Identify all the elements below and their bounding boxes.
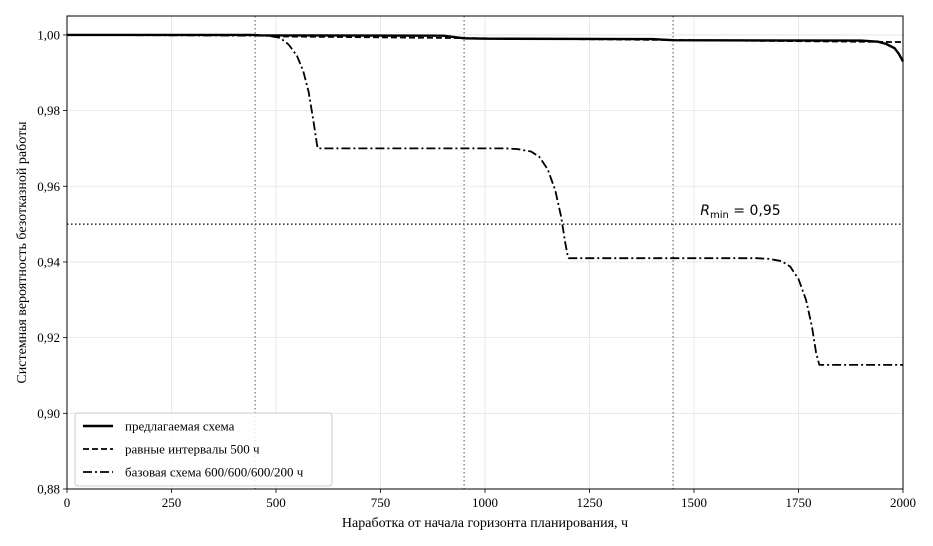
- rmin-label-main: R: [700, 203, 710, 219]
- x-tick-label: 1000: [472, 495, 498, 510]
- legend-label: базовая схема 600/600/600/200 ч: [125, 465, 304, 480]
- series-group: [66, 33, 905, 366]
- x-tick-label: 1250: [577, 495, 603, 510]
- x-tick-label: 1500: [681, 495, 707, 510]
- y-axis: 0,88 0,90 0,92 0,94 0,96 0,98 1,00: [37, 27, 67, 497]
- rmin-label-sub: min: [710, 210, 729, 221]
- series-line-3: [66, 34, 903, 366]
- y-tick-label: 0,90: [37, 406, 60, 421]
- x-tick-label: 0: [64, 495, 71, 510]
- rmin-label-value: = 0,95: [729, 203, 781, 219]
- y-axis-title: Системная вероятность безотказной работы: [15, 121, 30, 384]
- x-axis-title: Наработка от начала горизонта планирован…: [342, 516, 628, 531]
- y-tick-label: 0,98: [37, 103, 60, 118]
- y-tick-label: 0,96: [37, 179, 60, 194]
- x-tick-label: 500: [266, 495, 286, 510]
- reference-lines: [67, 16, 903, 489]
- legend-label: равные интервалы 500 ч: [125, 442, 260, 457]
- y-tick-label: 0,88: [37, 482, 60, 497]
- legend: предлагаемая схема равные интервалы 500 ч…: [74, 412, 333, 487]
- x-tick-label: 750: [371, 495, 391, 510]
- x-tick-label: 250: [162, 495, 182, 510]
- legend-box: [74, 412, 333, 487]
- x-axis: 0 250 500 750 1000 1250 1500 1750 2000: [64, 489, 916, 510]
- rmin-label: Rmin = 0,95: [700, 203, 780, 221]
- x-tick-label: 2000: [890, 495, 916, 510]
- y-tick-label: 0,92: [37, 330, 60, 345]
- x-tick-label: 1750: [786, 495, 812, 510]
- y-tick-label: 1,00: [37, 27, 60, 42]
- legend-label: предлагаемая схема: [125, 419, 235, 434]
- rmin-annotation: Rmin = 0,95: [700, 203, 780, 221]
- y-tick-label: 0,94: [37, 254, 60, 269]
